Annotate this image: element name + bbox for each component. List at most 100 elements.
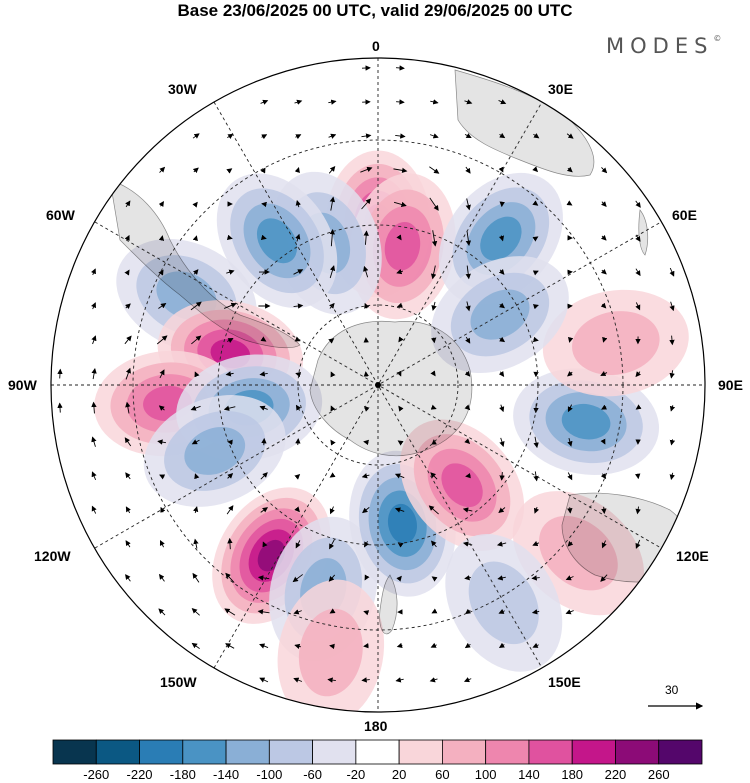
wind-vector: [396, 575, 402, 582]
wind-vector: [669, 267, 675, 277]
wind-vector: [363, 371, 369, 377]
wind-vector: [260, 472, 268, 480]
wind-vector: [328, 99, 337, 105]
wind-vector: [158, 235, 165, 242]
wind-vector: [159, 166, 166, 173]
wind-vector: [498, 642, 505, 648]
wind-vector: [396, 302, 403, 308]
wind-vector: [397, 440, 404, 446]
wind-vector: [91, 335, 97, 345]
colorbar-swatch: [268, 739, 314, 765]
wind-vector: [124, 234, 130, 241]
wind-vector: [567, 336, 574, 343]
wind-vector: [498, 371, 505, 377]
wind-vector: [465, 301, 471, 312]
wind-vector: [125, 506, 131, 514]
wind-vector: [532, 540, 540, 546]
wind-vector: [567, 404, 573, 413]
colorbar-tick-label: -60: [303, 767, 322, 782]
colorbar-swatch: [571, 739, 616, 765]
wind-vector: [328, 133, 337, 139]
colorbar-tick-label: 180: [561, 767, 584, 782]
wind-vector: [91, 505, 97, 514]
lon-label-120e: 120E: [676, 548, 709, 564]
wind-vector: [465, 265, 471, 280]
lon-label-180: 180: [364, 718, 388, 734]
wind-vector: [190, 301, 202, 311]
wind-vector: [259, 643, 269, 649]
wind-vector: [190, 405, 201, 411]
wind-vector: [635, 200, 641, 208]
wind-vector: [600, 268, 607, 275]
wind-vector: [293, 303, 304, 309]
wind-vector: [159, 369, 165, 379]
wind-vector: [396, 268, 404, 275]
wind-vector: [259, 405, 268, 411]
wind-vector: [635, 506, 641, 515]
wind-vector: [394, 507, 405, 513]
wind-vector: [158, 269, 164, 276]
wind-vector: [669, 405, 676, 412]
wind-vector: [498, 269, 505, 275]
wind-vector: [227, 472, 234, 479]
colorbar-tick-label: -140: [213, 767, 240, 782]
wind-vector: [567, 437, 573, 447]
wind-vector: [398, 405, 404, 412]
colorbar-swatch: [95, 739, 140, 765]
lon-label-90w: 90W: [8, 377, 37, 393]
wind-vector: [329, 539, 335, 550]
lon-label-0: 0: [372, 38, 380, 54]
wind-vector: [125, 472, 131, 480]
anomaly-contour: [387, 503, 417, 544]
wind-vector: [635, 473, 641, 480]
wind-vector: [430, 370, 436, 377]
wind-vector: [363, 230, 369, 245]
wind-vector: [533, 506, 540, 514]
wind-vector: [192, 167, 199, 174]
wind-vector: [192, 269, 199, 275]
wind-vector: [498, 235, 505, 242]
wind-vector: [295, 233, 301, 242]
wind-vector: [223, 302, 237, 309]
wind-vector: [158, 405, 165, 411]
wind-vector: [431, 230, 438, 247]
wind-vector: [293, 609, 302, 615]
wind-vector: [125, 200, 131, 208]
colorbar: [52, 739, 703, 765]
anomaly-contour: [561, 403, 611, 440]
wind-vector: [362, 507, 370, 514]
wind-vector: [396, 99, 405, 105]
wind-vector: [363, 439, 369, 446]
wind-vector: [499, 437, 505, 447]
wind-vector: [566, 166, 573, 173]
anomaly-contour: [470, 289, 530, 340]
wind-vector: [430, 99, 439, 105]
wind-vector: [364, 541, 370, 548]
wind-vector: [328, 165, 336, 174]
wind-vector: [567, 472, 573, 481]
wind-vector: [394, 473, 405, 479]
map-border: [50, 57, 706, 713]
wind-vector: [565, 609, 574, 615]
wind-vector: [260, 336, 267, 342]
wind-vector: [567, 540, 574, 547]
wind-vector: [431, 608, 438, 614]
map-title: Base 23/06/2025 00 UTC, valid 29/06/2025…: [177, 1, 573, 20]
wind-vector: [91, 436, 97, 447]
colorbar-tick-label: -220: [126, 767, 153, 782]
wind-vector: [364, 302, 370, 309]
wind-vector: [329, 506, 335, 515]
wind-vector: [125, 540, 131, 548]
wind-vector: [601, 540, 607, 549]
modes-logo: MODES©: [606, 34, 722, 58]
wind-vector: [565, 575, 574, 581]
colorbar-swatch: [312, 739, 357, 765]
wind-vector: [257, 575, 270, 581]
wind-vector: [124, 335, 132, 345]
wind-vector: [191, 642, 200, 649]
wind-vector: [329, 265, 336, 279]
colorbar-tick-label: 260: [647, 767, 670, 782]
wind-vector: [430, 265, 437, 280]
anomaly-contour: [298, 608, 363, 697]
wind-vector: [465, 472, 471, 479]
